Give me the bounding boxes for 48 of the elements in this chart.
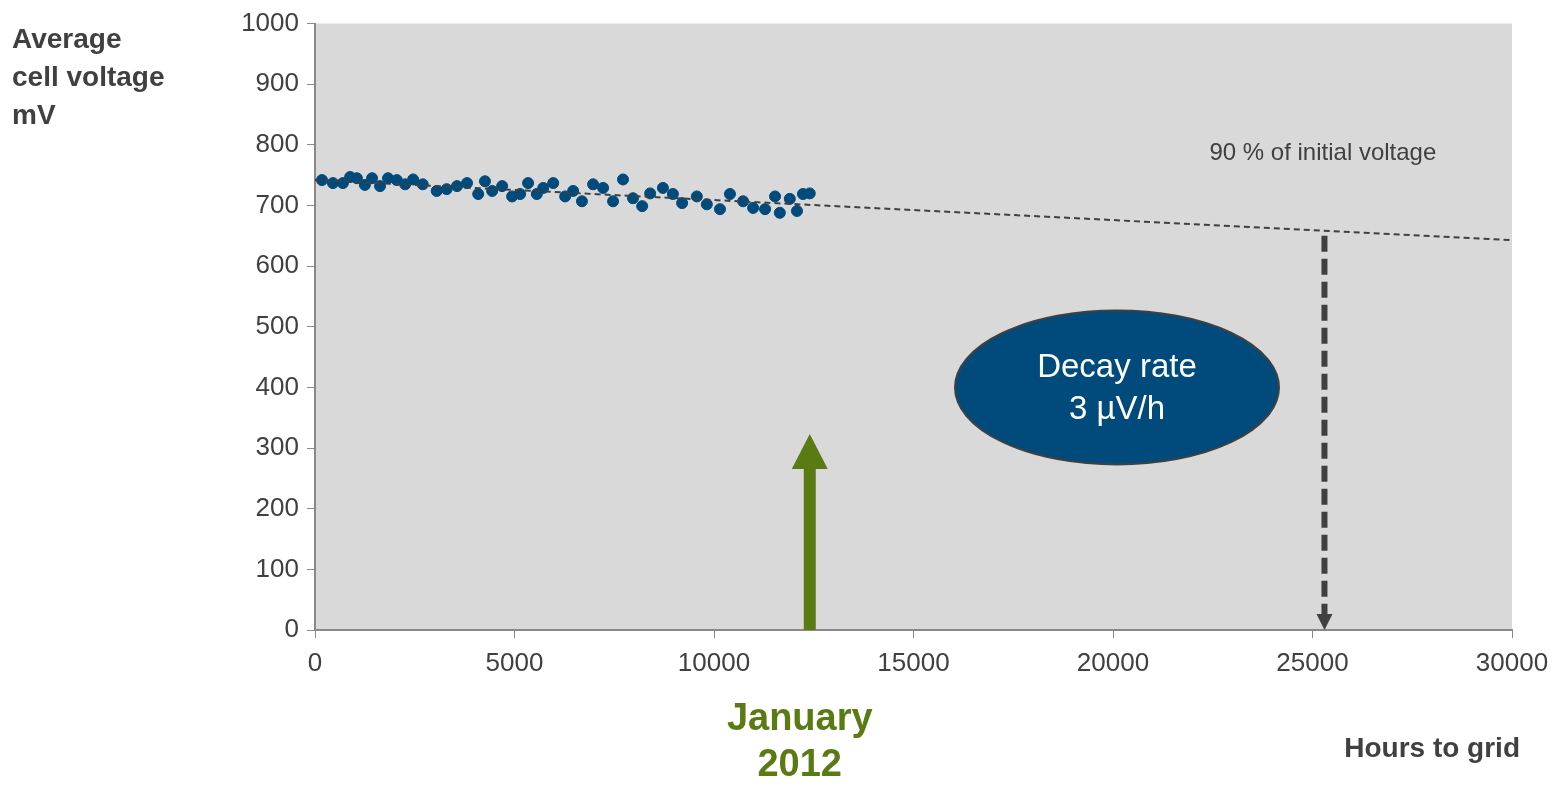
point <box>747 201 760 214</box>
point <box>366 172 379 185</box>
ref-line-label: January 2012 <box>725 695 874 786</box>
x-tick-label: 25000 <box>1276 646 1349 677</box>
x-tick-label: 5000 <box>485 646 544 677</box>
point <box>472 188 485 200</box>
point <box>790 204 803 217</box>
point <box>537 181 550 194</box>
y-tick-label: 400 <box>255 370 299 401</box>
point <box>587 178 600 191</box>
point <box>514 188 527 200</box>
y-axis-title: Average cell voltage mV <box>12 22 165 132</box>
point <box>597 181 610 194</box>
point <box>676 197 689 210</box>
point <box>636 200 649 213</box>
y-tick-label: 300 <box>255 431 299 462</box>
point <box>575 195 588 208</box>
x-tick-label: 0 <box>307 646 323 677</box>
x-tick-label: 20000 <box>1076 646 1150 677</box>
x-tick-label: 30000 <box>1475 646 1549 677</box>
y-tick-label: 0 <box>284 613 299 644</box>
y-tick-label: 900 <box>255 67 299 98</box>
point <box>617 173 630 186</box>
point <box>713 203 726 216</box>
x-axis-title: Hours to grid <box>1344 732 1520 764</box>
point <box>522 177 535 190</box>
annotation: Decay rate 3 µV/h <box>1036 346 1198 429</box>
point <box>773 206 786 219</box>
point <box>723 188 736 200</box>
y-tick-label: 800 <box>255 128 299 159</box>
y-tick-label: 200 <box>255 491 299 522</box>
point <box>769 190 782 203</box>
y-tick-label: 1000 <box>241 6 299 37</box>
point <box>666 188 679 200</box>
y-tick-label: 500 <box>255 309 299 340</box>
point <box>478 175 491 188</box>
point <box>783 192 796 205</box>
y-tick-label: 700 <box>255 188 299 219</box>
x-tick-label: 15000 <box>877 646 950 677</box>
y-tick-label: 600 <box>255 249 299 280</box>
point <box>407 173 420 186</box>
point <box>607 195 620 208</box>
point <box>759 203 772 216</box>
y-tick-label: 100 <box>255 552 299 583</box>
point <box>656 181 669 194</box>
annotation: 90 % of initial voltage <box>1209 137 1437 166</box>
point <box>547 177 560 190</box>
x-tick-label: 10000 <box>677 646 751 677</box>
